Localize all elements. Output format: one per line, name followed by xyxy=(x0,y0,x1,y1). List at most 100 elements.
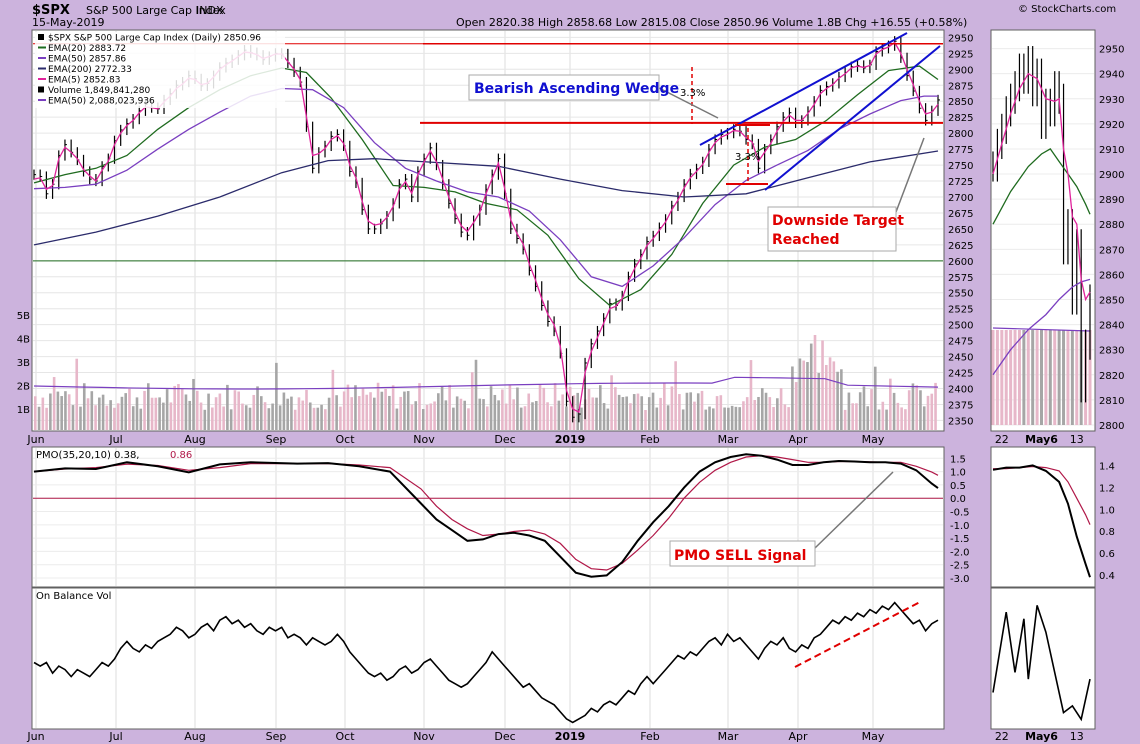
volume-bar xyxy=(41,397,45,430)
volume-bar xyxy=(188,400,192,430)
volume-bar xyxy=(516,387,519,430)
volume-bar xyxy=(922,406,926,430)
price-tick-label: 2425 xyxy=(948,369,973,380)
volume-bar xyxy=(565,406,568,430)
volume-bar xyxy=(655,407,659,430)
zoom-price-tick-label: 2910 xyxy=(1099,145,1124,156)
volume-bar xyxy=(109,400,112,430)
volume-bar xyxy=(840,369,843,430)
volume-bar xyxy=(644,409,647,430)
zoom-series-line-ema50 xyxy=(992,278,1091,376)
zoom-volume-bar xyxy=(1053,330,1057,425)
zoom-volume-bar xyxy=(1031,330,1035,425)
pmo-tick-label: 1.5 xyxy=(950,454,966,465)
legend-entry: EMA(50) 2,088,023,936 xyxy=(48,97,155,107)
obv-trend-line xyxy=(794,601,921,668)
zoom-volume-bar xyxy=(1040,330,1043,425)
volume-bar xyxy=(791,366,794,430)
volume-bar xyxy=(346,384,350,430)
volume-bar xyxy=(312,407,316,430)
volume-bar xyxy=(391,385,395,430)
volume-bar xyxy=(229,409,233,430)
zoom-volume-bar xyxy=(1062,330,1066,425)
volume-bar xyxy=(195,390,199,430)
volume-bar xyxy=(847,392,851,430)
volume-bar xyxy=(169,402,173,430)
volume-bar xyxy=(278,405,282,430)
volume-bar xyxy=(685,392,689,430)
pmo-tick-label: -1.5 xyxy=(950,534,970,545)
volume-bar xyxy=(244,405,248,430)
wedge-lower-line xyxy=(764,45,941,191)
volume-bar xyxy=(858,392,862,430)
volume-bar xyxy=(749,360,753,430)
price-tick-label: 2550 xyxy=(948,289,973,300)
volume-bar xyxy=(501,389,504,430)
volume-bar xyxy=(260,396,263,430)
volume-bar xyxy=(873,366,877,430)
wedge-label: Bearish Ascending Wedge xyxy=(474,81,679,97)
legend-entry: $SPX S&P 500 Large Cap Index (Daily) 285… xyxy=(48,34,261,44)
legend-swatch xyxy=(38,34,44,40)
zoom-price-tick-label: 2920 xyxy=(1099,120,1124,131)
zoom-volume-bar xyxy=(1004,330,1008,425)
x-tick-label: Feb xyxy=(640,730,659,743)
volume-bar xyxy=(373,397,376,430)
volume-bar xyxy=(86,398,90,430)
price-tick-label: 2850 xyxy=(948,97,973,108)
zoom-price-tick-label: 2810 xyxy=(1099,396,1124,407)
volume-bar xyxy=(617,394,621,430)
volume-bar xyxy=(602,403,606,430)
volume-bar xyxy=(98,397,101,430)
price-tick-label: 2600 xyxy=(948,257,973,268)
zoom-price-tick-label: 2860 xyxy=(1099,270,1124,281)
pmo-tick-label: -0.5 xyxy=(950,508,970,519)
legend-box xyxy=(35,32,285,108)
volume-bar xyxy=(678,394,681,430)
volume-tick-label: 3B xyxy=(17,358,30,369)
volume-bar xyxy=(591,397,595,430)
volume-bar xyxy=(629,403,632,430)
volume-bar xyxy=(783,404,787,430)
volume-bar xyxy=(900,407,903,430)
x-tick-label: Sep xyxy=(266,730,287,743)
volume-bar xyxy=(339,406,342,430)
zoom-volume-ema-line xyxy=(992,327,1091,332)
volume-tick-label: 4B xyxy=(17,335,30,346)
volume-bar xyxy=(738,407,741,430)
pmo-tick-label: -3.0 xyxy=(950,574,970,585)
price-tick-label: 2725 xyxy=(948,177,973,188)
volume-bar xyxy=(67,394,71,430)
volume-bar xyxy=(538,384,542,430)
volume-bar xyxy=(233,390,237,430)
volume-bar xyxy=(606,408,610,430)
volume-bar xyxy=(836,371,839,430)
volume-bar xyxy=(124,393,127,430)
volume-bar xyxy=(452,407,455,430)
volume-bar xyxy=(561,394,564,430)
volume-bar xyxy=(64,391,67,430)
volume-bar xyxy=(896,402,900,430)
volume-bar xyxy=(907,390,911,430)
volume-bar xyxy=(614,387,617,430)
price-tick-label: 2825 xyxy=(948,113,973,124)
price-tick-label: 2500 xyxy=(948,321,973,332)
ohlc-readout: Open 2820.38 High 2858.68 Low 2815.08 Cl… xyxy=(456,16,967,29)
zoom-price-tick-label: 2900 xyxy=(1099,170,1124,181)
volume-bar xyxy=(779,388,783,430)
zoom-series-line-ema5 xyxy=(992,72,1091,302)
annotations xyxy=(420,32,943,668)
zoom-volume-bar xyxy=(1088,330,1092,425)
price-tick-label: 2775 xyxy=(948,145,973,156)
volume-bar xyxy=(745,397,749,430)
volume-bar xyxy=(406,391,410,430)
x-tick-label: Dec xyxy=(494,730,515,743)
volume-bar xyxy=(512,399,515,430)
volume-bar xyxy=(448,384,451,430)
volume-bar xyxy=(663,383,666,430)
volume-tick-label: 2B xyxy=(17,382,30,393)
volume-bar xyxy=(776,398,779,430)
pmo-tick-label: -2.5 xyxy=(950,561,970,572)
volume-bar xyxy=(388,395,391,430)
volume-bar xyxy=(433,401,436,430)
